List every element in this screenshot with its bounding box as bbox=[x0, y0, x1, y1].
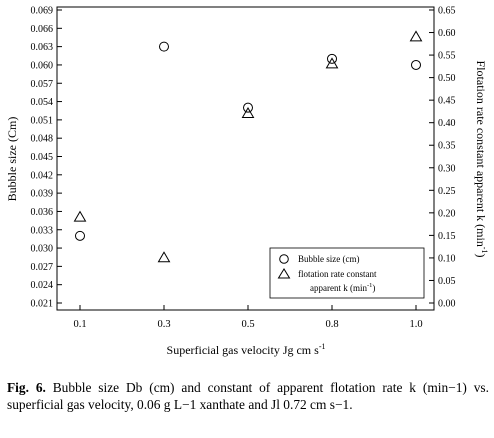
y-right-tick-label: 0.45 bbox=[438, 96, 456, 107]
y-left-axis: 0.021 0.024 0.027 0.030 0.033 0.036 0.039 0.042… bbox=[31, 6, 62, 310]
y-right-tick-label: 0.15 bbox=[438, 231, 456, 242]
flotation-rate-point bbox=[157, 251, 171, 263]
legend-entry-flotation-line1: flotation rate constant bbox=[298, 269, 377, 279]
y-left-tick-label: 0.054 bbox=[31, 97, 54, 108]
figure-caption: Fig. 6. Bubble size Db (cm) and constant… bbox=[7, 379, 489, 413]
x-axis-title-main: Superficial gas velocity Jg cm s bbox=[167, 343, 320, 357]
y-left-tick-label: 0.033 bbox=[31, 225, 54, 236]
flotation-rate-point bbox=[241, 106, 255, 118]
y-right-axis-title-tail: ) bbox=[474, 253, 488, 257]
y-right-tick-label: 0.20 bbox=[438, 208, 456, 219]
y-right-axis-title-main: Flotation rate constant apparent k (min bbox=[474, 61, 488, 247]
y-left-tick-label: 0.066 bbox=[31, 24, 54, 35]
x-tick-label: 0.1 bbox=[73, 319, 86, 330]
x-axis-title: Superficial gas velocity Jg cm s-1 bbox=[167, 342, 326, 357]
y-right-tick-label: 0.00 bbox=[438, 299, 456, 310]
y-right-tick-label: 0.25 bbox=[438, 186, 456, 197]
flotation-rate-point bbox=[325, 57, 339, 69]
y-left-tick-label: 0.030 bbox=[31, 244, 54, 255]
legend-circle-marker bbox=[279, 254, 289, 264]
y-left-tick-label: 0.036 bbox=[31, 207, 54, 218]
y-left-tick-label: 0.057 bbox=[31, 79, 54, 90]
y-right-tick-label: 0.10 bbox=[438, 253, 456, 264]
bubble-size-point bbox=[411, 59, 421, 70]
legend-entry-flotation-line2-sup: -1 bbox=[367, 282, 372, 289]
caption-text: Bubble size Db (cm) and constant of appa… bbox=[7, 380, 489, 412]
y-right-tick-label: 0.30 bbox=[438, 163, 456, 174]
x-axis-title-sup: -1 bbox=[319, 342, 326, 351]
x-tick-label: 0.3 bbox=[157, 319, 170, 330]
y-right-tick-label: 0.50 bbox=[438, 73, 456, 84]
x-tick-label: 1.0 bbox=[409, 319, 422, 330]
legend-box bbox=[269, 247, 425, 299]
y-right-tick-label: 0.35 bbox=[438, 141, 456, 152]
legend-entry-flotation-line2: apparent k (min-1) bbox=[310, 282, 375, 293]
y-left-tick-label: 0.045 bbox=[31, 152, 54, 163]
bubble-size-point bbox=[243, 102, 253, 113]
flotation-rate-point bbox=[73, 210, 87, 222]
legend-triangle-marker bbox=[277, 268, 291, 279]
legend-entry-bubble: Bubble size (cm) bbox=[298, 254, 359, 264]
bubble-size-point bbox=[75, 230, 85, 241]
y-left-tick-label: 0.048 bbox=[31, 134, 54, 145]
plot-frame bbox=[56, 6, 435, 311]
y-left-tick-label: 0.021 bbox=[31, 299, 54, 310]
y-left-tick-label: 0.069 bbox=[31, 6, 54, 17]
x-tick-label: 0.8 bbox=[325, 319, 338, 330]
caption-label: Fig. 6. bbox=[7, 380, 46, 395]
y-right-axis-title-sup: -1 bbox=[480, 247, 489, 254]
y-right-tick-label: 0.40 bbox=[438, 118, 456, 129]
x-tick-label: 0.5 bbox=[241, 319, 254, 330]
x-axis: 0.1 0.3 0.5 0.8 1.0 bbox=[73, 305, 423, 330]
y-left-tick-label: 0.063 bbox=[31, 42, 54, 53]
legend: Bubble size (cm) flotation rate constant… bbox=[269, 247, 425, 299]
y-right-tick-label: 0.60 bbox=[438, 28, 456, 39]
y-right-tick-label: 0.65 bbox=[438, 6, 456, 17]
bubble-size-point bbox=[159, 41, 169, 52]
y-left-tick-label: 0.042 bbox=[31, 170, 54, 181]
bubble-size-point bbox=[327, 53, 337, 64]
y-left-tick-label: 0.051 bbox=[31, 115, 54, 126]
y-left-tick-label: 0.060 bbox=[31, 60, 54, 71]
y-left-tick-label: 0.024 bbox=[31, 280, 54, 291]
y-left-tick-label: 0.039 bbox=[31, 189, 54, 200]
data-marks bbox=[73, 30, 423, 263]
legend-entry-flotation-line2-b: ) bbox=[372, 283, 375, 293]
y-left-tick-label: 0.027 bbox=[31, 262, 54, 273]
legend-entry-flotation-line2-a: apparent k (min bbox=[310, 283, 367, 293]
y-right-tick-label: 0.55 bbox=[438, 51, 456, 62]
y-right-tick-label: 0.05 bbox=[438, 276, 456, 287]
flotation-rate-point bbox=[409, 30, 423, 42]
y-right-axis: 0.00 0.05 0.10 0.15 0.20 0.25 0.30 0.35 0.40 0.45… bbox=[429, 6, 456, 310]
y-left-axis-title: Bubble size (Cm) bbox=[5, 117, 19, 202]
chart: 0.021 0.024 0.027 0.030 0.033 0.036 0.039 0.042… bbox=[5, 6, 489, 358]
y-right-axis-title: Flotation rate constant apparent k (min-… bbox=[474, 61, 489, 258]
